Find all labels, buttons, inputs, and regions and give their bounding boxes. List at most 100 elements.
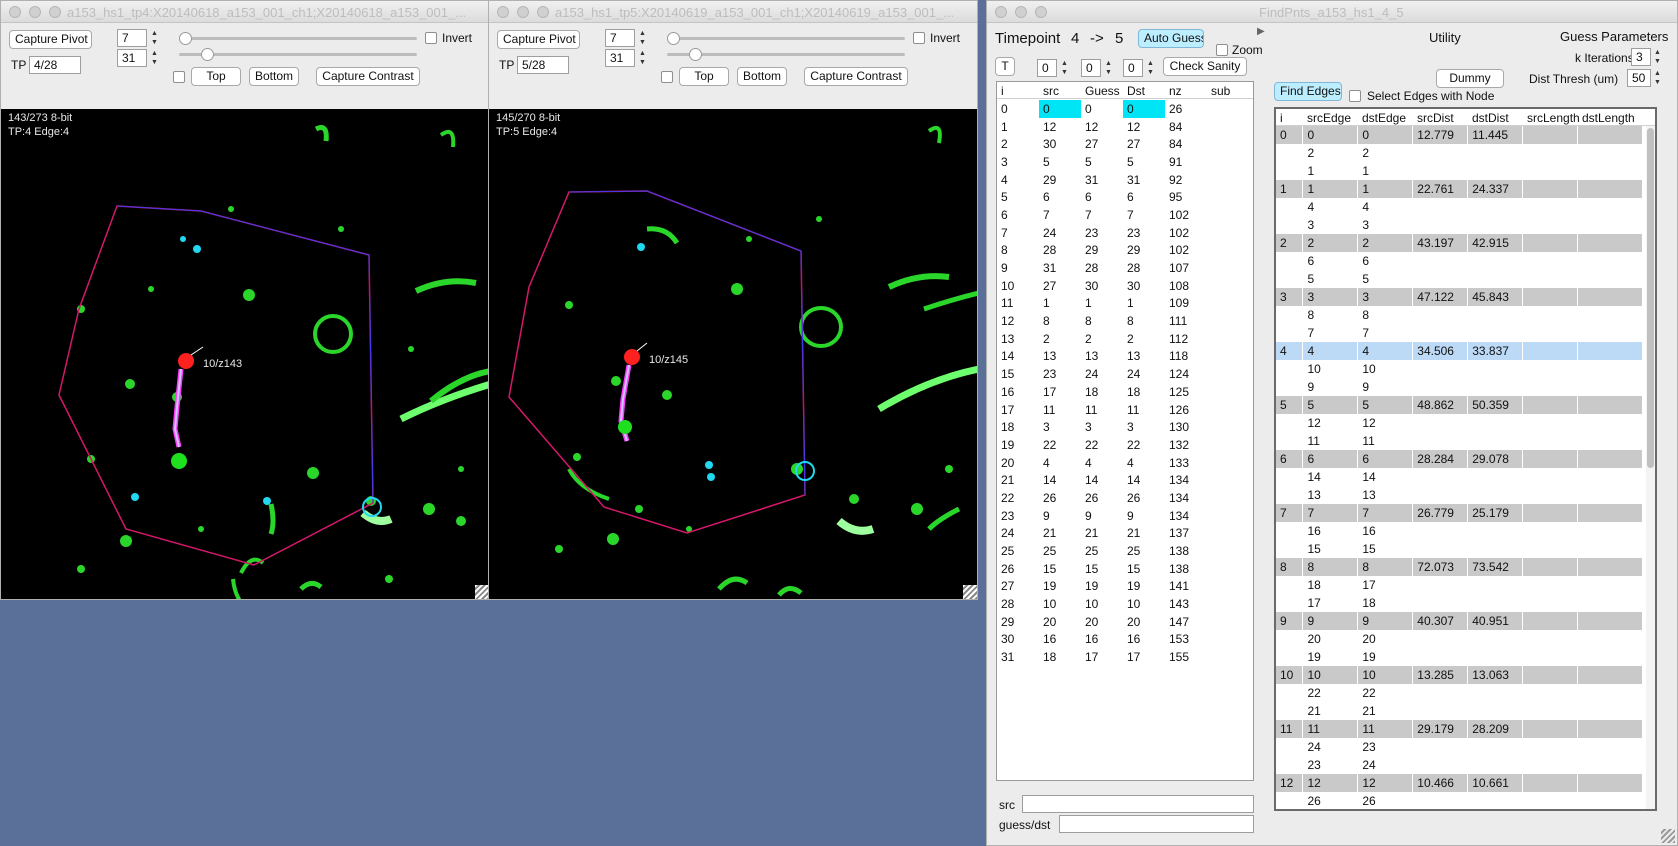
spin-b-stepper[interactable]: ▲ ▼	[1105, 60, 1112, 76]
col-header[interactable]: dstLength	[1582, 111, 1635, 125]
left-titlebar[interactable]: a153_hs1_tp4:X20140618_a153_001_ch1;X201…	[1, 1, 489, 23]
spin-field-1[interactable]: 7	[117, 29, 147, 47]
col-header[interactable]: nz	[1169, 84, 1182, 98]
edge-row[interactable]: 12 12	[1276, 414, 1643, 432]
find-edges-button[interactable]: Find Edges	[1274, 82, 1342, 101]
min-slider[interactable]	[179, 37, 417, 40]
select-edges-checkbox[interactable]	[1349, 90, 1361, 102]
point-row[interactable]: 28 10 10 10 143	[997, 595, 1237, 613]
point-row[interactable]: 0 0 0 0 26	[997, 100, 1237, 118]
min-slider[interactable]	[667, 37, 905, 40]
guess-dst-field[interactable]	[1059, 815, 1254, 833]
min-slider-knob[interactable]	[179, 32, 192, 45]
spin-c-field[interactable]: 0	[1123, 59, 1143, 77]
point-row[interactable]: 16 17 18 18 125	[997, 383, 1237, 401]
point-row[interactable]: 24 21 21 21 137	[997, 525, 1237, 543]
spin-field-2[interactable]: 31	[605, 49, 635, 67]
edge-row[interactable]: 0 0 0 12.779 11.445	[1276, 126, 1643, 144]
edge-row[interactable]: 1 1 1 22.761 24.337	[1276, 180, 1643, 198]
check-sanity-button[interactable]: Check Sanity	[1163, 57, 1247, 76]
edge-row[interactable]: 21 21	[1276, 702, 1643, 720]
point-row[interactable]: 4 29 31 31 92	[997, 171, 1237, 189]
capture-pivot-button[interactable]: Capture Pivot	[9, 30, 92, 49]
point-row[interactable]: 10 27 30 30 108	[997, 277, 1237, 295]
stepper-2[interactable]: ▲ ▼	[151, 50, 158, 66]
dist-thresh-stepper[interactable]: ▲ ▼	[1654, 70, 1661, 86]
point-row[interactable]: 18 3 3 3 130	[997, 418, 1237, 436]
point-row[interactable]: 26 15 15 15 138	[997, 560, 1237, 578]
k-iterations-field[interactable]: 3	[1631, 48, 1651, 66]
col-header[interactable]: src	[1043, 84, 1059, 98]
point-row[interactable]: 20 4 4 4 133	[997, 454, 1237, 472]
point-row[interactable]: 17 11 11 11 126	[997, 401, 1237, 419]
invert-checkbox[interactable]	[425, 32, 437, 44]
col-header[interactable]: i	[1001, 84, 1004, 98]
point-row[interactable]: 9 31 28 28 107	[997, 259, 1237, 277]
capture-pivot-button[interactable]: Capture Pivot	[497, 30, 580, 49]
edge-row[interactable]: 17 18	[1276, 594, 1643, 612]
point-row[interactable]: 15 23 24 24 124	[997, 365, 1237, 383]
edge-row[interactable]: 8 8 8 72.073 73.542	[1276, 558, 1643, 576]
minimize-icon[interactable]	[1015, 6, 1027, 18]
min-slider-knob[interactable]	[667, 32, 680, 45]
t-button[interactable]: T	[995, 57, 1015, 76]
edge-row[interactable]: 24 23	[1276, 738, 1643, 756]
top-button[interactable]: Top	[191, 67, 241, 86]
zoom-icon[interactable]	[1035, 6, 1047, 18]
col-header[interactable]: Dst	[1127, 84, 1145, 98]
option-checkbox[interactable]	[661, 71, 673, 83]
option-checkbox[interactable]	[173, 71, 185, 83]
resize-handle-icon[interactable]	[963, 585, 977, 599]
spin-field-1[interactable]: 7	[605, 29, 635, 47]
close-icon[interactable]	[497, 6, 509, 18]
point-row[interactable]: 13 2 2 2 112	[997, 330, 1237, 348]
edge-row[interactable]: 20 20	[1276, 630, 1643, 648]
edge-row[interactable]: 14 14	[1276, 468, 1643, 486]
edge-row[interactable]: 10 10 10 13.285 13.063	[1276, 666, 1643, 684]
invert-checkbox[interactable]	[913, 32, 925, 44]
edge-row[interactable]: 9 9 9 40.307 40.951	[1276, 612, 1643, 630]
zoom-icon[interactable]	[49, 6, 61, 18]
point-row[interactable]: 22 26 26 26 134	[997, 489, 1237, 507]
col-header[interactable]: dstEdge	[1362, 111, 1407, 125]
edge-row[interactable]: 19 19	[1276, 648, 1643, 666]
capture-contrast-button[interactable]: Capture Contrast	[316, 67, 420, 86]
point-row[interactable]: 1 12 12 12 84	[997, 118, 1237, 136]
col-header[interactable]: i	[1280, 111, 1283, 125]
edge-row[interactable]: 18 17	[1276, 576, 1643, 594]
top-button[interactable]: Top	[679, 67, 729, 86]
col-header[interactable]: dstDist	[1472, 111, 1509, 125]
resize-handle-icon[interactable]	[1661, 829, 1675, 843]
point-row[interactable]: 27 19 19 19 141	[997, 578, 1237, 596]
edge-row[interactable]: 23 24	[1276, 756, 1643, 774]
edge-table-scrollbar[interactable]	[1646, 126, 1655, 809]
point-row[interactable]: 11 1 1 1 109	[997, 295, 1237, 313]
capture-contrast-button[interactable]: Capture Contrast	[804, 67, 908, 86]
edge-row[interactable]: 4 4 4 34.506 33.837	[1276, 342, 1643, 360]
close-icon[interactable]	[995, 6, 1007, 18]
scrollbar-thumb[interactable]	[1647, 128, 1654, 468]
edge-row[interactable]: 15 15	[1276, 540, 1643, 558]
point-row[interactable]: 31 18 17 17 155	[997, 648, 1237, 666]
edge-row[interactable]: 16 16	[1276, 522, 1643, 540]
stepper-1[interactable]: ▲ ▼	[639, 30, 646, 46]
image-canvas[interactable]: 145/270 8-bit TP:5 Edge:4 10/z145	[489, 109, 977, 599]
point-row[interactable]: 23 9 9 9 134	[997, 507, 1237, 525]
k-iterations-stepper[interactable]: ▲ ▼	[1654, 49, 1661, 65]
edge-row[interactable]: 11 11	[1276, 432, 1643, 450]
src-field[interactable]	[1022, 795, 1254, 813]
point-row[interactable]: 29 20 20 20 147	[997, 613, 1237, 631]
point-row[interactable]: 5 6 6 6 95	[997, 188, 1237, 206]
edge-table[interactable]: i srcEdge dstEdge srcDist dstDist srcLen…	[1274, 107, 1657, 811]
image-canvas[interactable]: 143/273 8-bit TP:4 Edge:4 10/z143	[1, 109, 489, 599]
edge-row[interactable]: 6 6 6 28.284 29.078	[1276, 450, 1643, 468]
spin-field-2[interactable]: 31	[117, 49, 147, 67]
